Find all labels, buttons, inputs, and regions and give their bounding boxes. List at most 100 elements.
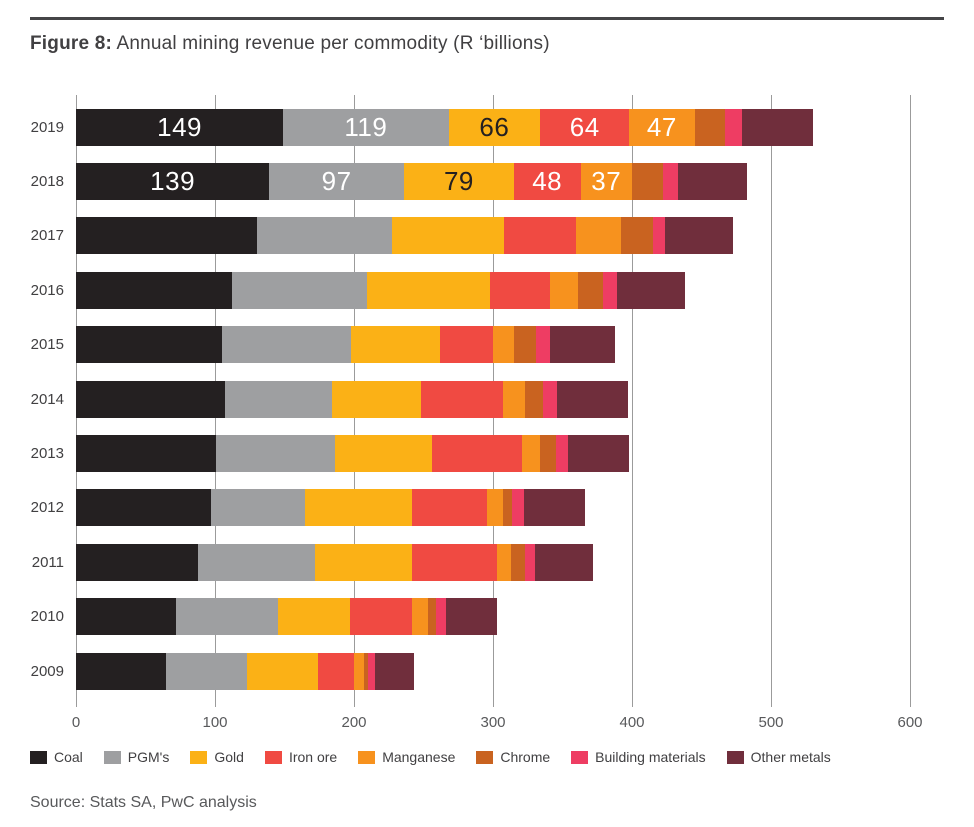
stacked-bar-chart: 2019 149 119 66 64 47 2018 139 97 79 48 37 2017 2016 2… bbox=[0, 88, 974, 748]
source-note: Source: Stats SA, PwC analysis bbox=[30, 794, 257, 811]
bar-segment-manganese-2018: 37 bbox=[580, 163, 632, 201]
bar-segment-iron-ore-2013 bbox=[431, 435, 523, 473]
segment-label: 79 bbox=[443, 166, 474, 197]
bar-segment-chrome-2012 bbox=[502, 489, 513, 527]
figure-title: Figure 8: Annual mining revenue per comm… bbox=[30, 33, 550, 55]
legend-item-other-metals: Other metals bbox=[726, 749, 831, 765]
bar-row-2019: 2019 149 119 66 64 47 bbox=[0, 100, 974, 154]
bar-row-2012: 2012 bbox=[0, 481, 974, 535]
segment-label: 64 bbox=[569, 111, 600, 142]
bar-segment-manganese-2011 bbox=[497, 543, 512, 581]
bar-segment-manganese-2016 bbox=[549, 271, 578, 309]
legend-label: Gold bbox=[214, 749, 244, 765]
bar-segment-chrome-2019 bbox=[694, 108, 726, 146]
bar-segment-building-materials-2019 bbox=[725, 108, 742, 146]
segment-label: 119 bbox=[344, 111, 388, 142]
bar-segment-iron-ore-2009 bbox=[317, 652, 354, 690]
bar-segment-building-materials-2011 bbox=[524, 543, 535, 581]
bar-segment-chrome-2018 bbox=[631, 163, 663, 201]
legend-label: Chrome bbox=[500, 749, 551, 765]
bar-segment-pgm-s-2010 bbox=[176, 598, 278, 636]
legend-swatch bbox=[726, 750, 744, 764]
legend-item-chrome: Chrome bbox=[476, 749, 550, 765]
bar-segment-other-metals-2017 bbox=[665, 217, 734, 255]
tick-label-400: 400 bbox=[619, 714, 645, 731]
legend-item-pgm-s: PGM's bbox=[103, 749, 169, 765]
bar-segment-other-metals-2009 bbox=[374, 652, 414, 690]
bar-segment-building-materials-2018 bbox=[662, 163, 678, 201]
bar-segment-iron-ore-2015 bbox=[440, 326, 493, 364]
year-label-2014: 2014 bbox=[30, 390, 64, 408]
bar-segment-chrome-2015 bbox=[513, 326, 537, 364]
bar-segment-pgm-s-2011 bbox=[198, 543, 316, 581]
bar-segment-coal-2011 bbox=[76, 543, 199, 581]
bar-segment-coal-2015 bbox=[76, 326, 222, 364]
bar-2010 bbox=[76, 598, 498, 636]
year-label-2019: 2019 bbox=[30, 118, 64, 136]
bar-row-2016: 2016 bbox=[0, 263, 974, 317]
bar-segment-building-materials-2016 bbox=[602, 271, 617, 309]
bar-segment-chrome-2013 bbox=[540, 435, 556, 473]
bar-segment-other-metals-2012 bbox=[523, 489, 585, 527]
legend-label: Building materials bbox=[595, 749, 706, 765]
year-label-2017: 2017 bbox=[30, 227, 64, 245]
x-axis: 0 100 200 300 400 500 600 bbox=[0, 714, 974, 734]
tick-label-600: 600 bbox=[897, 714, 923, 731]
bar-segment-chrome-2014 bbox=[524, 380, 543, 418]
year-label-2013: 2013 bbox=[30, 445, 64, 463]
bar-segment-chrome-2017 bbox=[620, 217, 653, 255]
bar-segment-pgm-s-2009 bbox=[166, 652, 247, 690]
bar-segment-manganese-2014 bbox=[502, 380, 525, 418]
bar-2019: 149 119 66 64 47 bbox=[76, 108, 813, 146]
bar-segment-other-metals-2018 bbox=[677, 163, 748, 201]
tick-label-200: 200 bbox=[341, 714, 367, 731]
bar-segment-coal-2017 bbox=[76, 217, 257, 255]
bar-2011 bbox=[76, 543, 594, 581]
bar-segment-manganese-2013 bbox=[522, 435, 541, 473]
bar-segment-manganese-2017 bbox=[576, 217, 621, 255]
bar-segment-gold-2017 bbox=[391, 217, 505, 255]
bar-segment-other-metals-2013 bbox=[568, 435, 630, 473]
bar-segment-coal-2013 bbox=[76, 435, 217, 473]
legend-label: Coal bbox=[54, 749, 83, 765]
bar-segment-gold-2014 bbox=[331, 380, 421, 418]
bar-segment-other-metals-2015 bbox=[549, 326, 616, 364]
bar-segment-gold-2015 bbox=[351, 326, 441, 364]
year-label-2018: 2018 bbox=[30, 173, 64, 191]
bar-row-2010: 2010 bbox=[0, 590, 974, 644]
bar-segment-building-materials-2015 bbox=[536, 326, 550, 364]
gridline-600 bbox=[910, 95, 911, 707]
legend-label: Manganese bbox=[382, 749, 456, 765]
top-rule bbox=[30, 17, 944, 20]
bar-segment-pgm-s-2012 bbox=[210, 489, 306, 527]
bar-segment-manganese-2010 bbox=[412, 598, 428, 636]
bar-segment-manganese-2012 bbox=[487, 489, 503, 527]
bar-segment-pgm-s-2016 bbox=[231, 271, 367, 309]
bar-segment-iron-ore-2012 bbox=[412, 489, 488, 527]
legend-label: Iron ore bbox=[288, 749, 338, 765]
bar-segment-building-materials-2013 bbox=[555, 435, 568, 473]
bar-row-2015: 2015 bbox=[0, 318, 974, 372]
segment-label: 66 bbox=[479, 111, 510, 142]
bar-segment-pgm-s-2019: 119 bbox=[283, 108, 449, 146]
bar-segment-other-metals-2019 bbox=[741, 108, 813, 146]
bar-segment-coal-2014 bbox=[76, 380, 225, 418]
bar-segment-other-metals-2014 bbox=[556, 380, 628, 418]
bar-2015 bbox=[76, 326, 616, 364]
bar-segment-coal-2010 bbox=[76, 598, 177, 636]
bar-segment-gold-2019: 66 bbox=[448, 108, 541, 146]
bar-segment-pgm-s-2013 bbox=[216, 435, 335, 473]
bar-segment-iron-ore-2010 bbox=[349, 598, 413, 636]
bar-segment-building-materials-2009 bbox=[367, 652, 375, 690]
bar-segment-manganese-2015 bbox=[492, 326, 514, 364]
bar-2014 bbox=[76, 380, 628, 418]
bar-segment-iron-ore-2016 bbox=[490, 271, 550, 309]
bar-segment-pgm-s-2018: 97 bbox=[269, 163, 405, 201]
bar-segment-pgm-s-2014 bbox=[224, 380, 332, 418]
bar-2016 bbox=[76, 271, 685, 309]
tick-label-300: 300 bbox=[480, 714, 506, 731]
figure-title-text: Annual mining revenue per commodity (R ‘… bbox=[112, 33, 550, 54]
year-label-2016: 2016 bbox=[30, 281, 64, 299]
bar-segment-iron-ore-2011 bbox=[412, 543, 498, 581]
legend-swatch bbox=[103, 750, 121, 764]
